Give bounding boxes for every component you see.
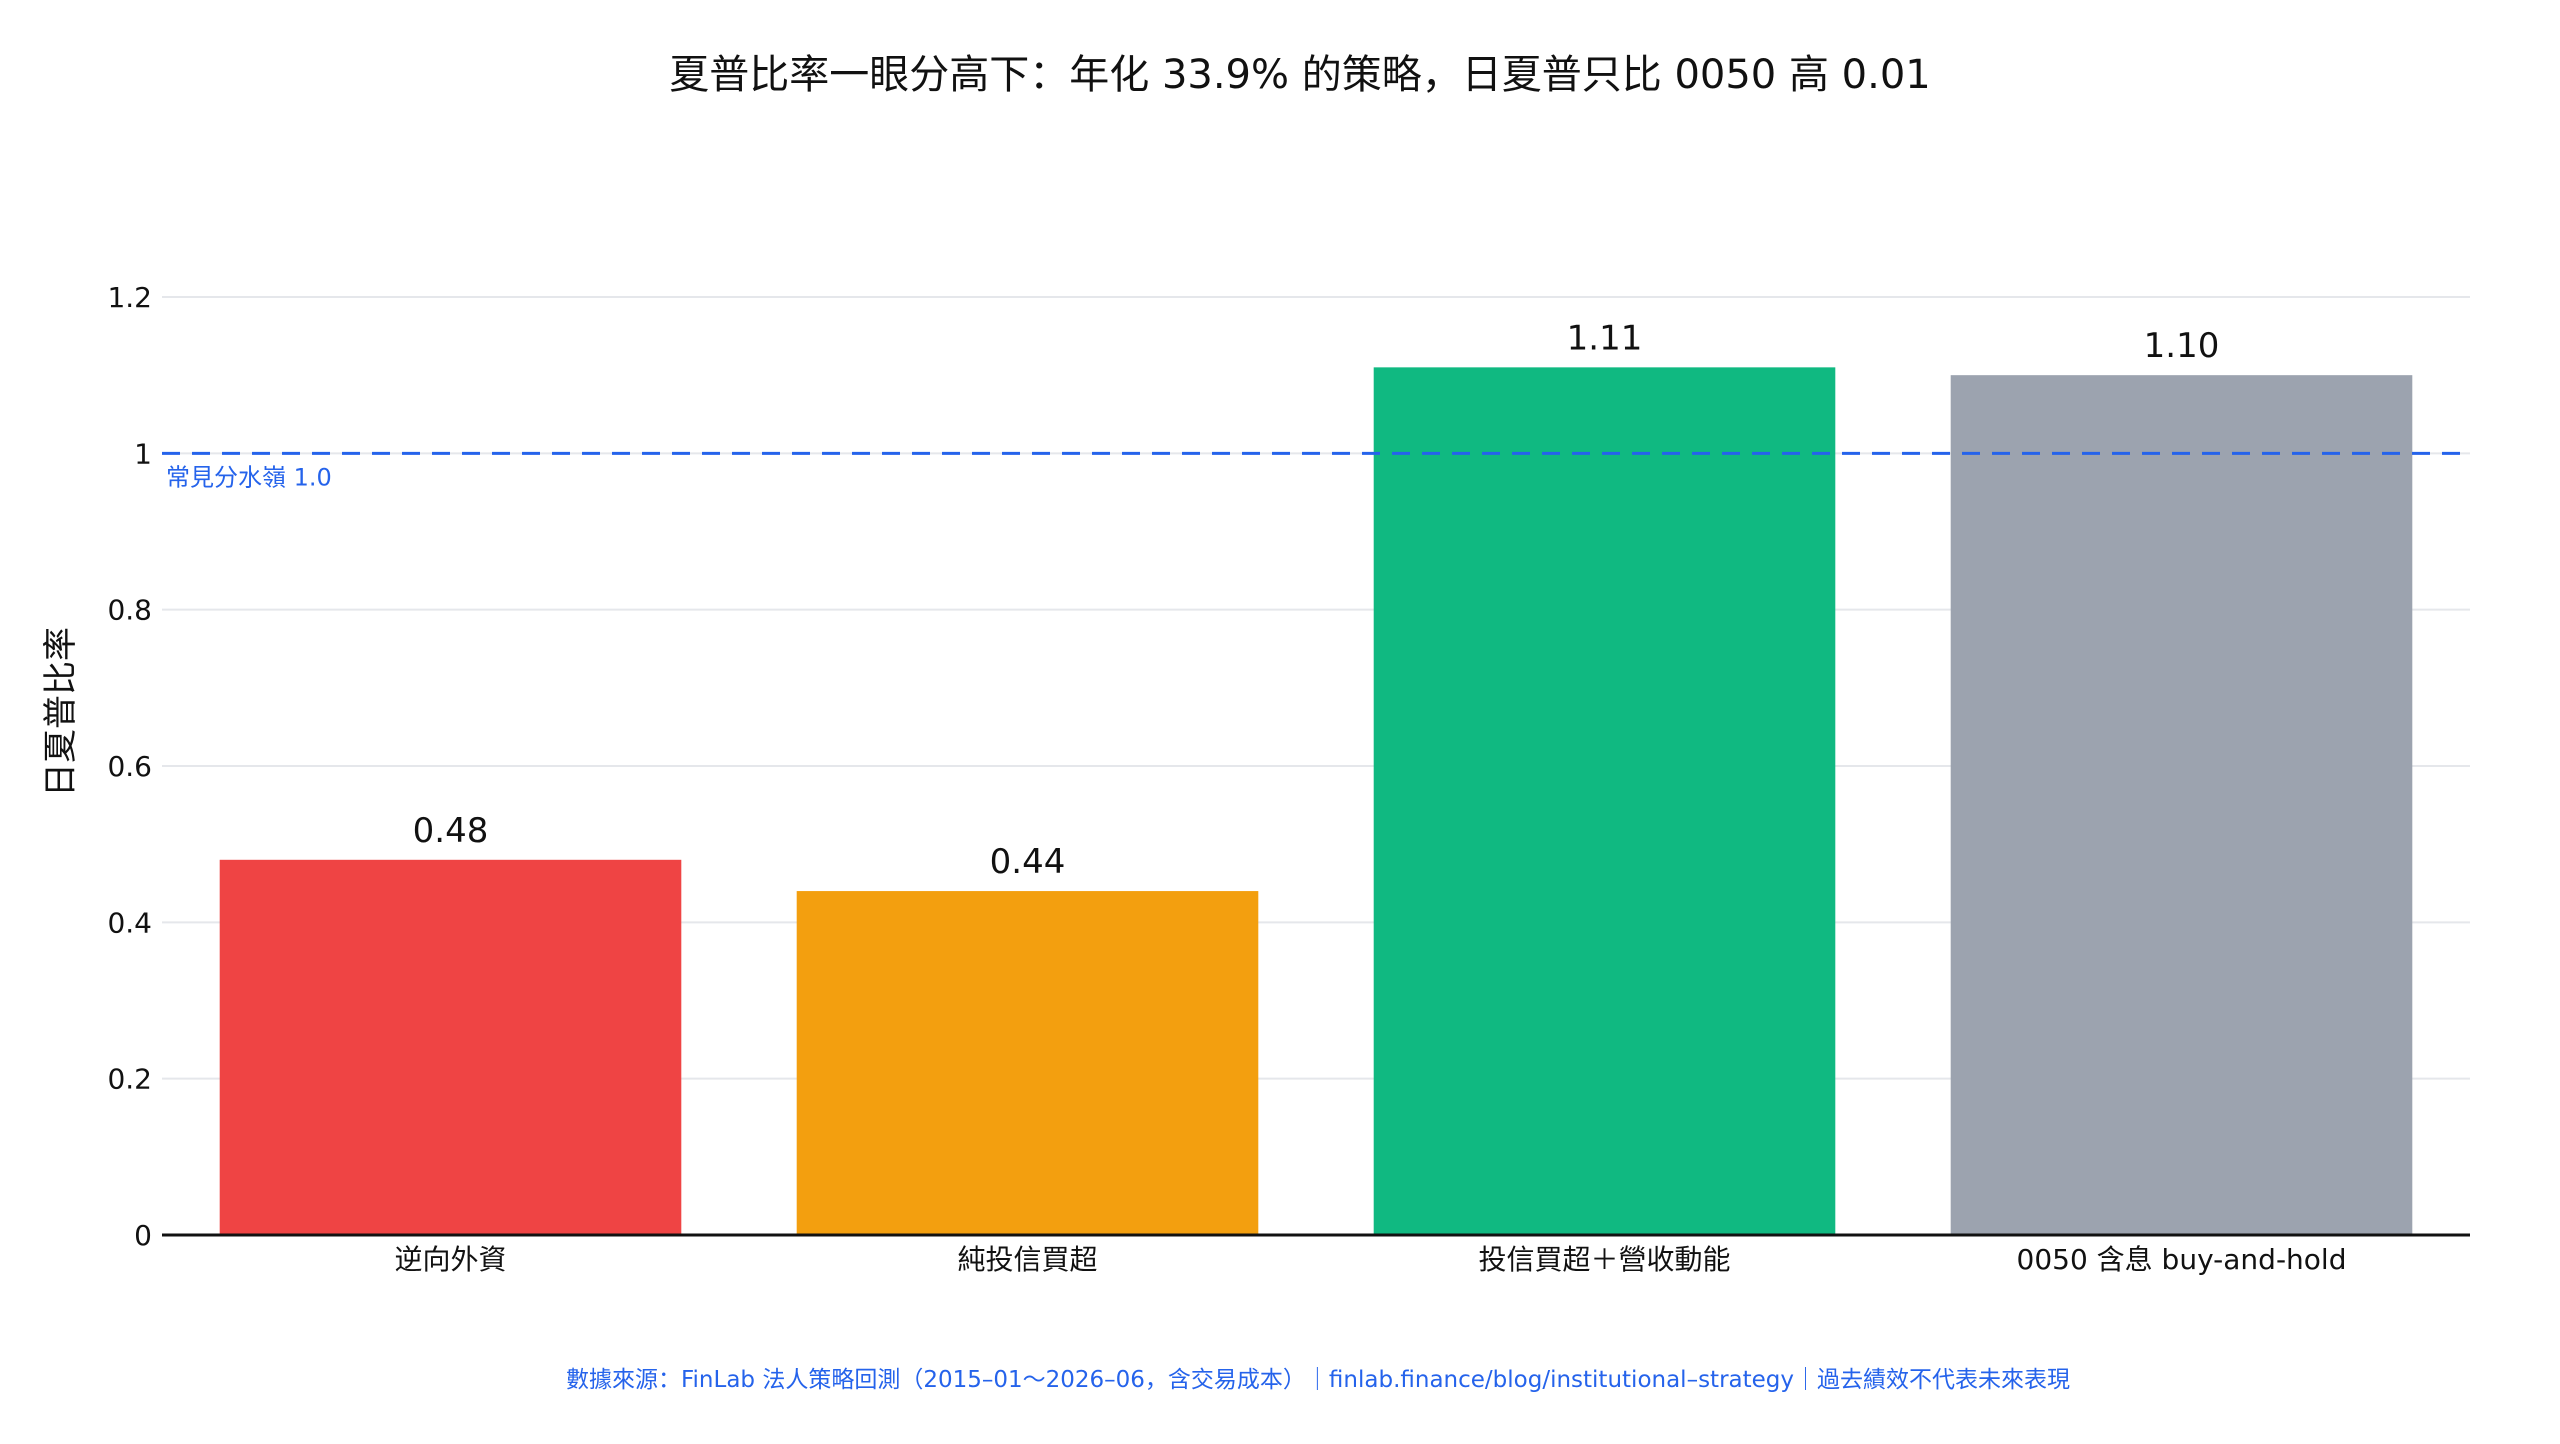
bar: [1950, 375, 2413, 1236]
x-tick-label: 純投信買超: [957, 1243, 1097, 1276]
y-tick-label: 0.4: [107, 906, 152, 939]
chart-title: 夏普比率一眼分高下：年化 33.9% 的策略，日夏普只比 0050 高 0.01: [669, 52, 1931, 98]
x-tick-label: 投信買超＋營收動能: [1478, 1243, 1730, 1276]
bar: [1373, 367, 1836, 1236]
bar-value-labels: 0.48 0.44 1.11 1.10: [413, 318, 2220, 882]
bar-value-label: 0.44: [990, 842, 1066, 882]
y-tick-label: 0.6: [107, 750, 152, 783]
x-tick-labels: 逆向外資 純投信買超 投信買超＋營收動能 0050 含息 buy-and-hold: [394, 1243, 2346, 1276]
y-tick-label: 0.8: [107, 594, 152, 627]
y-tick-label: 1: [134, 437, 152, 470]
y-tick-label: 0.2: [107, 1063, 152, 1096]
reference-line-label: 常見分水嶺 1.0: [166, 463, 332, 491]
bar-value-label: 1.10: [2144, 326, 2220, 366]
x-tick-label: 0050 含息 buy-and-hold: [2017, 1243, 2347, 1276]
y-tick-labels: 0 0.2 0.4 0.6 0.8 1 1.2: [107, 281, 152, 1252]
bar: [796, 891, 1259, 1235]
bars: [219, 367, 2413, 1236]
y-axis-label: 日夏普比率: [41, 627, 81, 797]
y-tick-label: 1.2: [107, 281, 152, 314]
bar: [219, 859, 682, 1235]
y-tick-label: 0: [134, 1219, 152, 1252]
x-tick-label: 逆向外資: [394, 1243, 506, 1276]
bar-value-label: 0.48: [413, 811, 489, 851]
footnote: 數據來源：FinLab 法人策略回測（2015–01～2026–06，含交易成本…: [566, 1367, 2070, 1393]
bar-value-label: 1.11: [1567, 318, 1643, 358]
